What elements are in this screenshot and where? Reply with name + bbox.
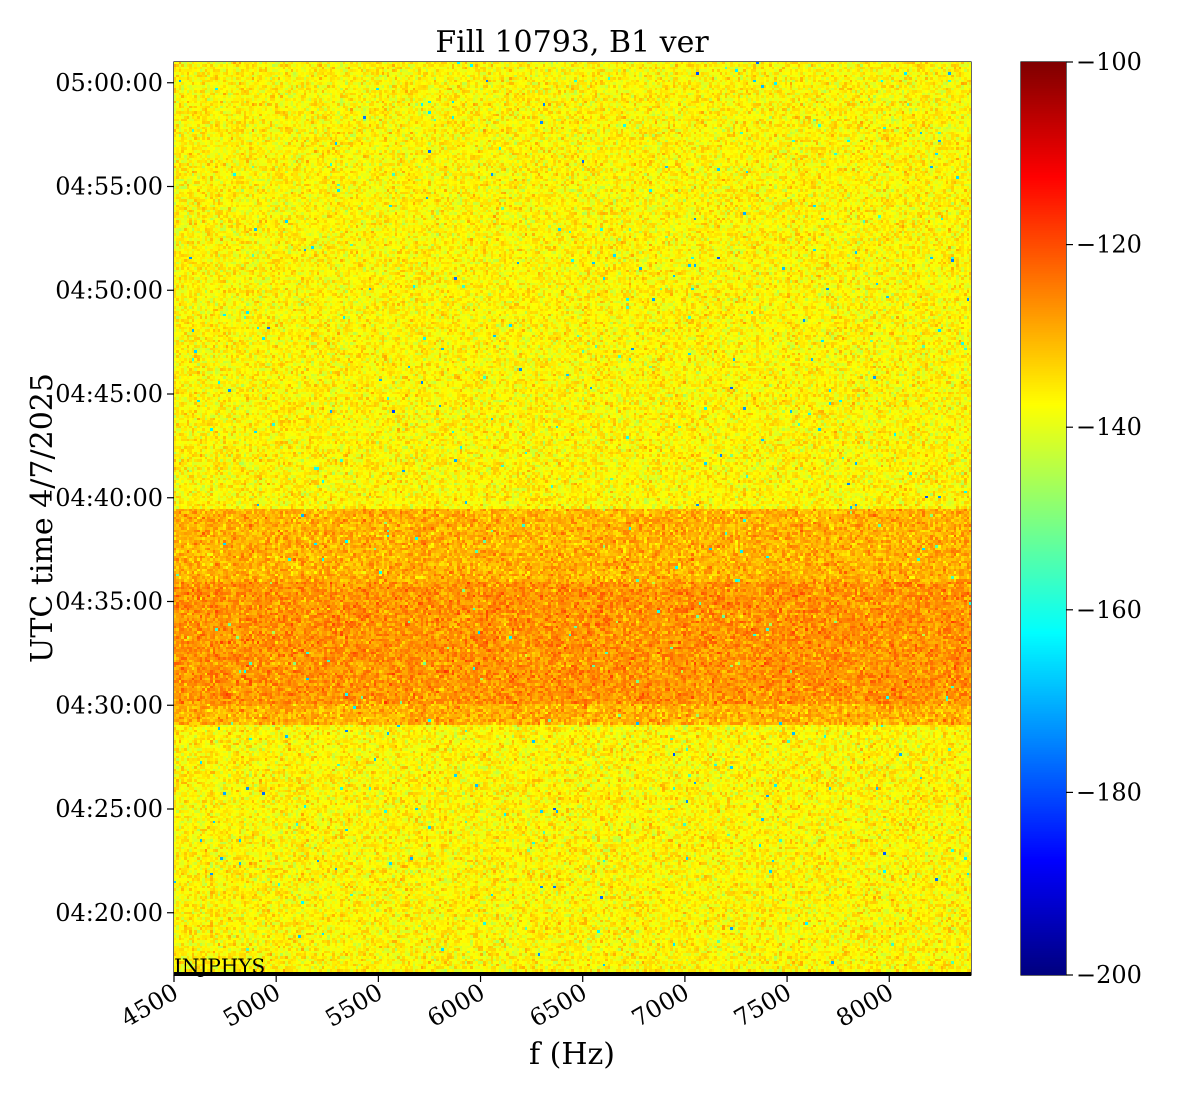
x-tick-label: 6000 (423, 978, 490, 1033)
x-tick-label: 8000 (831, 978, 898, 1033)
y-tick-label: 04:20:00 (55, 899, 163, 927)
x-tick-label: 7000 (627, 978, 694, 1033)
colorbar-tick-label: −120 (1076, 231, 1142, 259)
colorbar-tick-label: −100 (1076, 48, 1142, 76)
spectrogram-heatmap (174, 62, 971, 975)
x-axis-ticks: 4500 5000 5500 6000 6500 7000 7500 8000 (116, 975, 898, 1033)
x-axis-label: f (Hz) (529, 1037, 615, 1072)
x-tick-label: 5500 (320, 978, 387, 1033)
y-tick-label: 04:40:00 (55, 484, 163, 512)
colorbar-tick-label: −140 (1076, 413, 1142, 441)
y-tick-label: 04:25:00 (55, 795, 163, 823)
x-tick-label: 6500 (525, 978, 592, 1033)
colorbar-tick-label: −160 (1076, 596, 1142, 624)
y-tick-label: 05:00:00 (55, 69, 163, 97)
colorbar-ticks: −100 −120 −140 −160 −180 −200 (1066, 48, 1142, 989)
chart-title: Fill 10793, B1 ver (435, 25, 709, 60)
y-tick-label: 04:50:00 (55, 276, 163, 304)
x-tick-label: 7500 (729, 978, 796, 1033)
x-tick-label: 5000 (218, 978, 285, 1033)
y-tick-label: 04:45:00 (55, 380, 163, 408)
x-tick-label: 4500 (116, 978, 183, 1033)
y-axis-label: UTC time 4/7/2025 (25, 373, 60, 663)
y-tick-label: 04:30:00 (55, 691, 163, 719)
y-tick-label: 04:35:00 (55, 588, 163, 616)
colorbar-tick-label: −180 (1076, 778, 1142, 806)
colorbar-tick-label: −200 (1076, 961, 1142, 989)
colorbar-gradient (1021, 62, 1066, 975)
y-axis-ticks: 04:20:00 04:25:00 04:30:00 04:35:00 04:40:00… (55, 69, 174, 927)
y-tick-label: 04:55:00 (55, 173, 163, 201)
